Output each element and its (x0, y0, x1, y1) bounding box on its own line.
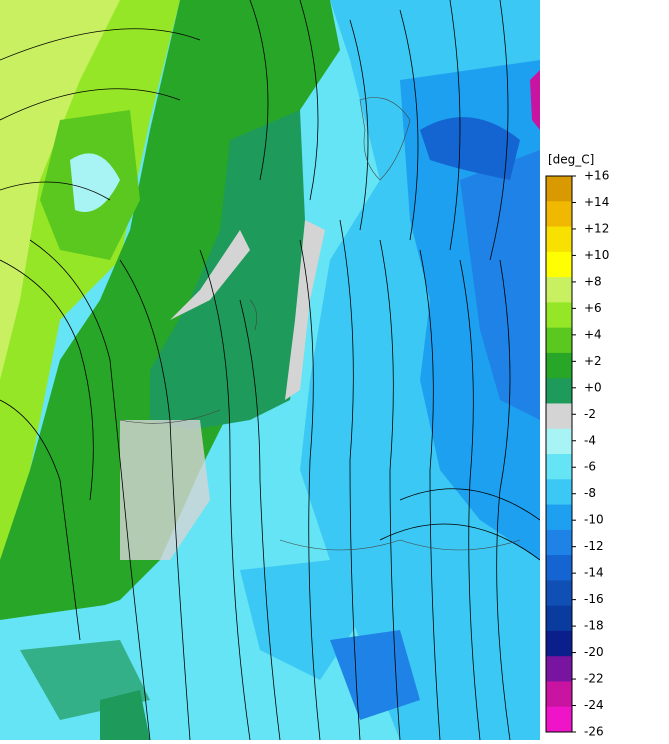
colorbar-label: -18 (584, 619, 604, 633)
color-swatch (546, 706, 572, 733)
map (0, 0, 540, 740)
color-swatch (546, 201, 572, 228)
color-swatch (546, 479, 572, 506)
colorbar-label: -10 (584, 513, 604, 527)
color-swatch (546, 656, 572, 682)
color-swatch (546, 504, 572, 531)
color-swatch (546, 226, 572, 253)
color-swatch (546, 529, 572, 556)
color-swatch (546, 580, 572, 607)
colorbar-label: -16 (584, 592, 604, 606)
colorbar-frame (545, 175, 573, 733)
colorbar-label: +14 (584, 195, 609, 209)
colorbar-label: -6 (584, 460, 596, 474)
colorbar-label: +4 (584, 327, 602, 341)
color-swatch (546, 251, 572, 278)
color-swatch (546, 605, 572, 632)
color-swatch (546, 352, 572, 379)
color-swatch (546, 277, 572, 303)
color-swatch (546, 302, 572, 329)
color-swatch (546, 327, 572, 354)
colorbar-label: +8 (584, 274, 602, 288)
colorbar-label: -20 (584, 645, 604, 659)
color-swatch (546, 428, 572, 455)
colorbar-label: -8 (584, 486, 596, 500)
color-swatch (546, 555, 572, 581)
color-swatch (546, 681, 572, 708)
colorbar-label: -26 (584, 725, 604, 739)
legend-unit: [deg_C] (548, 153, 594, 167)
colorbar-label: +12 (584, 221, 609, 235)
colorbar-label: +0 (584, 380, 602, 394)
colorbar-label: +6 (584, 301, 602, 315)
color-legend: [deg_C] +16 +14 +12 +10 +8 +6 +4 +2 +0 -2 -4 -6 -8 -1… (545, 153, 609, 739)
colorbar-label: -2 (584, 407, 596, 421)
color-swatch (546, 378, 572, 404)
colorbar-label: -4 (584, 433, 596, 447)
colorbar-label: -12 (584, 539, 604, 553)
colorbar-label: -22 (584, 672, 604, 686)
colorbar-label: +2 (584, 354, 602, 368)
colorbar-label: -14 (584, 566, 604, 580)
colorbar-label: +10 (584, 248, 609, 262)
color-swatch (546, 454, 572, 480)
colorbar-label: +16 (584, 169, 609, 183)
color-swatch (546, 176, 572, 202)
color-swatch (546, 403, 572, 430)
color-swatch (546, 630, 572, 657)
colorbar-label: -24 (584, 698, 604, 712)
